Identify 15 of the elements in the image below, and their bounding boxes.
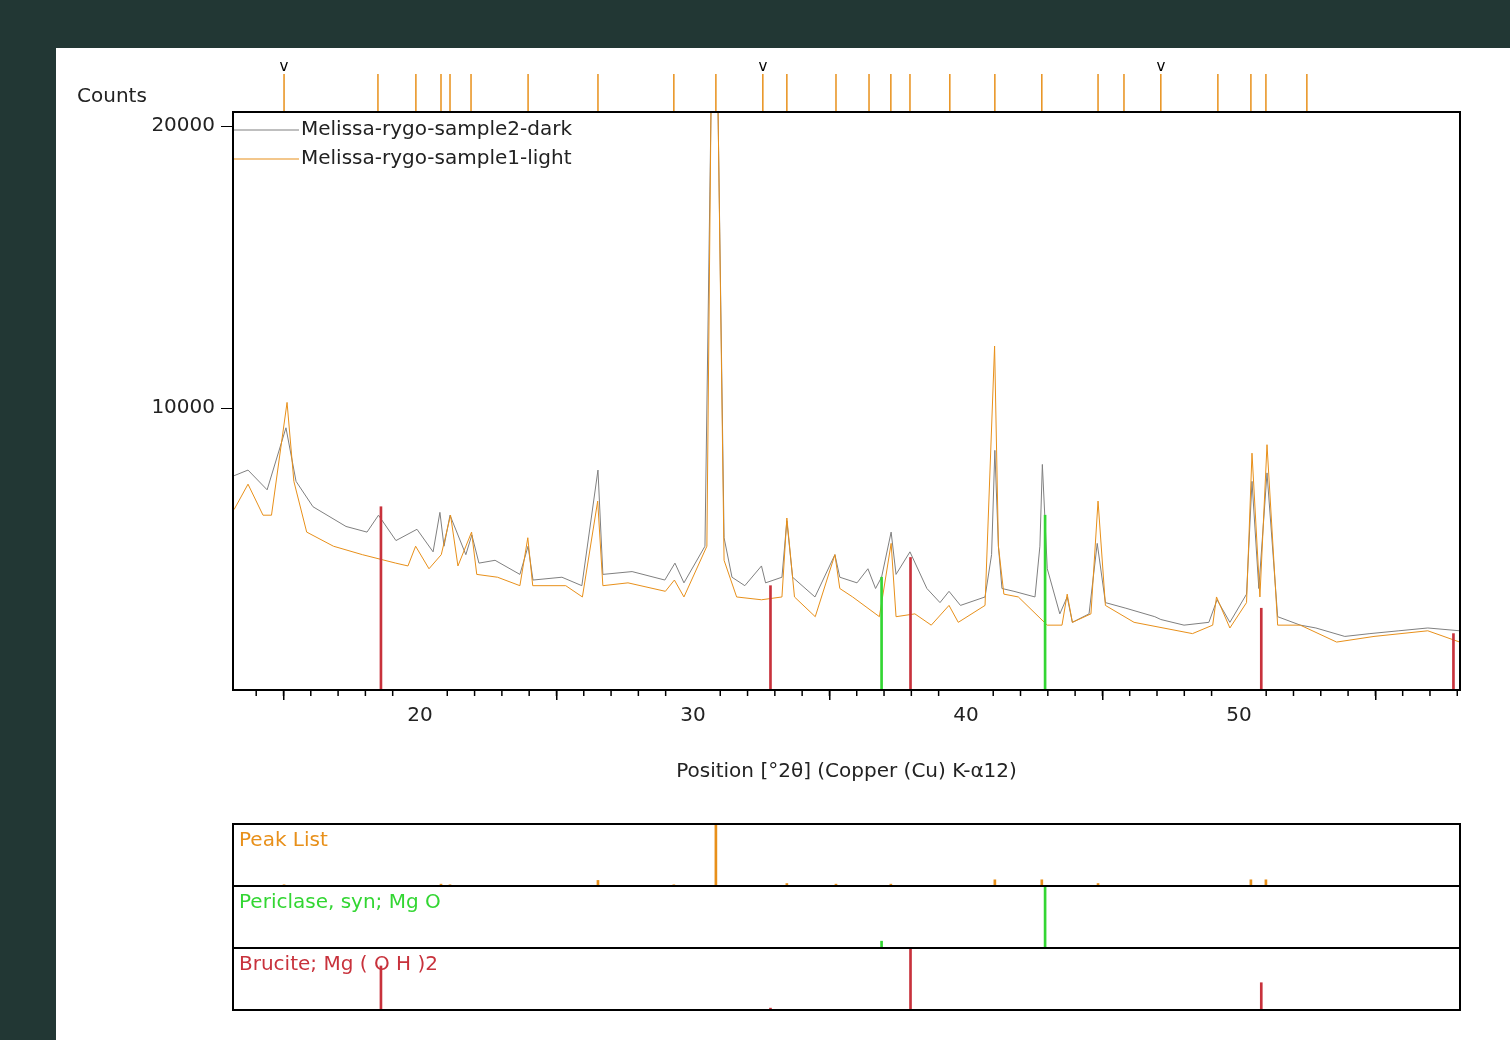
chart-title: Peak List (239, 827, 328, 852)
y-tick-label: 10000 (151, 394, 215, 419)
legend-label: Melissa-rygo-sample2-dark (301, 116, 573, 141)
annotation: v (1156, 56, 1166, 75)
y-tick-label: 20000 (151, 112, 215, 137)
y-axis-title: Counts (77, 83, 147, 108)
x-axis-title: Position [°2θ] (Copper (Cu) K-α12) (676, 758, 1017, 783)
chart-title: Periclase, syn; Mg O (239, 889, 441, 914)
annotation: v (758, 56, 768, 75)
x-tick-label: 30 (680, 702, 706, 727)
annotation: v (279, 56, 289, 75)
x-tick-label: 50 (1226, 702, 1252, 727)
x-tick-label: 40 (953, 702, 979, 727)
x-tick-label: 20 (407, 702, 433, 727)
legend-label: Melissa-rygo-sample1-light (301, 145, 572, 170)
